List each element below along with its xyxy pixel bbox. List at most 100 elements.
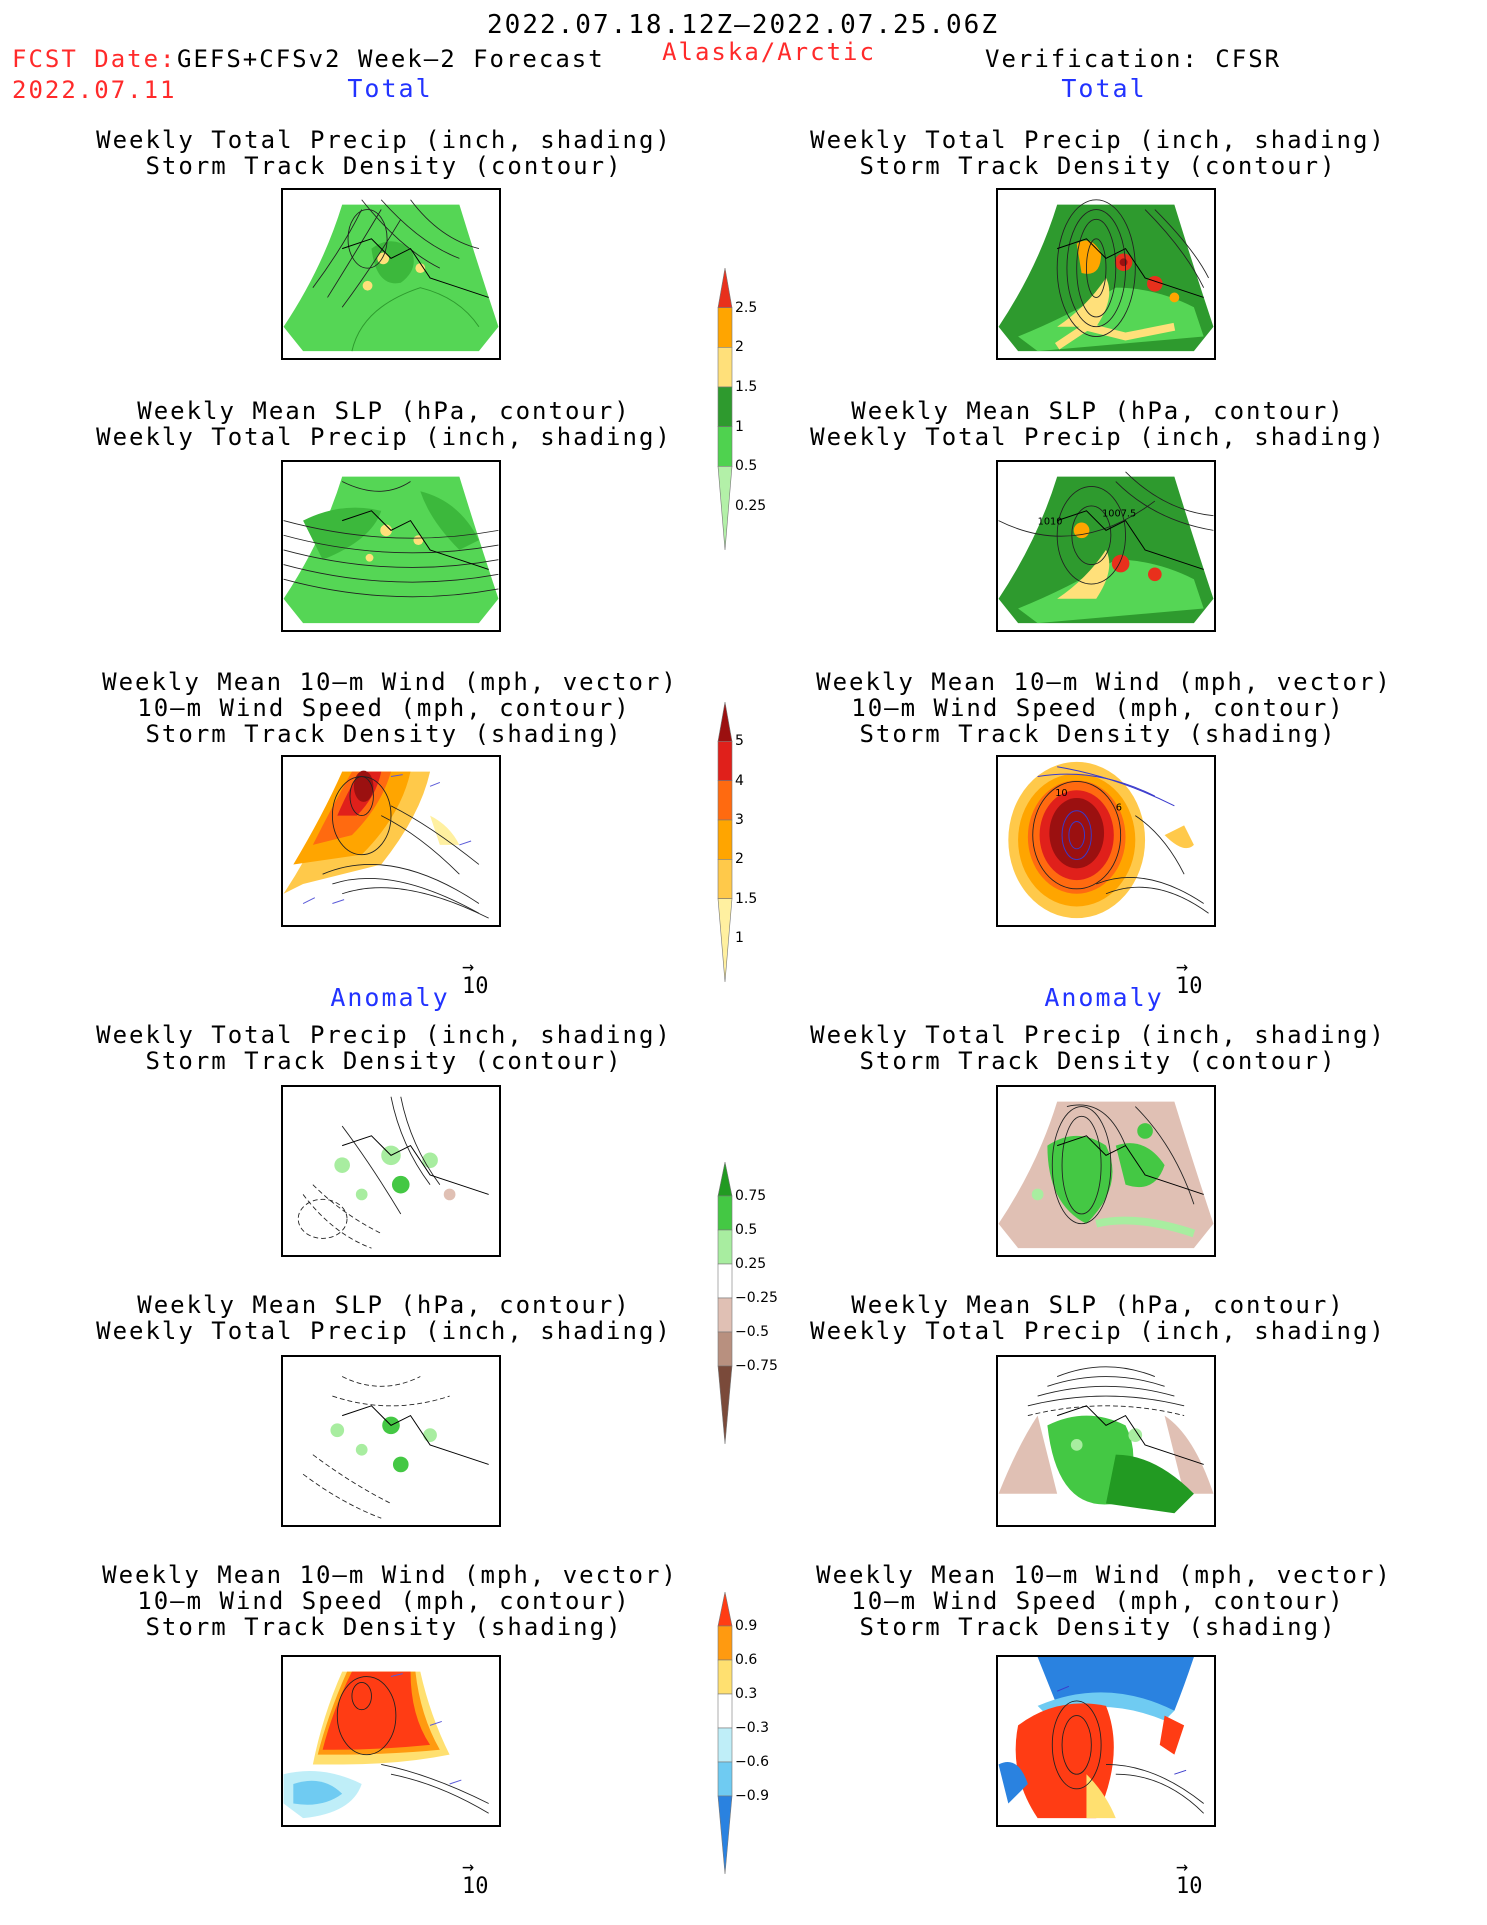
colorbar-graphic bbox=[717, 701, 733, 983]
colorbar-segment bbox=[717, 1795, 733, 1875]
colorbar-segment bbox=[717, 307, 733, 348]
title-slp-precip-anom-fcst-1: Weekly Mean SLP (hPa, contour) bbox=[137, 1291, 631, 1319]
title-wind-fcst-2: 10–m Wind Speed (mph, contour) bbox=[137, 694, 631, 722]
colorbar-graphic bbox=[717, 267, 733, 551]
colorbar-segment bbox=[717, 1591, 733, 1627]
colorbar-tick-label: 3 bbox=[735, 812, 744, 828]
colorbar-tick-label: 4 bbox=[735, 772, 744, 789]
section-anomaly-right: Anomaly bbox=[1044, 983, 1164, 1012]
vector-ref-wind-fcst: → 10 bbox=[462, 954, 489, 999]
title-wind-obs-3: Storm Track Density (shading) bbox=[859, 720, 1337, 748]
vector-ref-value: 10 bbox=[462, 1874, 489, 1899]
colorbar-segment bbox=[717, 1365, 733, 1445]
title-wind-anom-fcst-2: 10–m Wind Speed (mph, contour) bbox=[137, 1587, 631, 1615]
colorbar-segment bbox=[717, 1161, 733, 1197]
colorbar-segment bbox=[717, 701, 733, 742]
colorbar-tick-label: −0.9 bbox=[735, 1788, 769, 1804]
map-slp-precip-verification: 1010 1007.5 bbox=[996, 460, 1216, 632]
vector-ref-value: 10 bbox=[462, 974, 489, 999]
colorbar-tick-label: 0.6 bbox=[735, 1652, 758, 1668]
colorbar-precip-anomaly: 0.75 0.5 0.25 −0.25 −0.5 −0.75 bbox=[717, 1161, 778, 1445]
colorbar-tick-label: 5 bbox=[735, 733, 744, 750]
colorbar-tick-label: −0.6 bbox=[735, 1754, 769, 1770]
colorbar-tick-label: 2 bbox=[735, 851, 744, 868]
arrow-right-icon: → bbox=[1176, 1854, 1189, 1878]
colorbar-segment bbox=[717, 466, 733, 551]
colorbar-segment bbox=[717, 386, 733, 427]
colorbar-segment bbox=[717, 1331, 733, 1367]
vector-ref-wind-anom-fcst: → 10 bbox=[462, 1856, 489, 1899]
colorbar-segment bbox=[717, 1727, 733, 1763]
title-wind-obs-2: 10–m Wind Speed (mph, contour) bbox=[851, 694, 1345, 722]
title-precip-storm-anom-obs-2: Storm Track Density (contour) bbox=[859, 1047, 1337, 1075]
colorbar-tick-label: 2 bbox=[735, 339, 744, 356]
fcst-label: FCST Date: bbox=[12, 45, 177, 73]
colorbar-storm-anomaly: 0.9 0.6 0.3 −0.3 −0.6 −0.9 bbox=[717, 1591, 769, 1875]
vector-ref-wind-obs: → 10 bbox=[1176, 954, 1203, 999]
title-slp-precip-anom-obs-2: Weekly Total Precip (inch, shading) bbox=[810, 1317, 1386, 1345]
map-slp-precip-forecast bbox=[281, 460, 501, 632]
title-wind-anom-obs-3: Storm Track Density (shading) bbox=[859, 1613, 1337, 1641]
colorbar-segment bbox=[717, 1263, 733, 1299]
colorbar-tick-label: −0.5 bbox=[735, 1324, 769, 1340]
colorbar-segment bbox=[717, 1693, 733, 1729]
colorbar-storm-total: 5 4 3 2 1.5 1 bbox=[717, 701, 757, 983]
colorbar-segment bbox=[717, 898, 733, 983]
colorbar-segment bbox=[717, 347, 733, 388]
colorbar-segment bbox=[717, 1195, 733, 1231]
colorbar-tick-label: −0.3 bbox=[735, 1720, 769, 1736]
colorbar-tick-label: 0.25 bbox=[735, 498, 767, 514]
title-precip-storm-fcst-2: Storm Track Density (contour) bbox=[145, 152, 623, 180]
title-precip-storm-anom-fcst-1: Weekly Total Precip (inch, shading) bbox=[96, 1021, 672, 1049]
colorbar-segment bbox=[717, 741, 733, 781]
map-precip-storm-forecast bbox=[281, 188, 501, 360]
title-precip-storm-anom-fcst-2: Storm Track Density (contour) bbox=[145, 1047, 623, 1075]
title-precip-storm-anom-obs-1: Weekly Total Precip (inch, shading) bbox=[810, 1021, 1386, 1049]
colorbar-segment bbox=[717, 426, 733, 467]
title-slp-precip-fcst-1: Weekly Mean SLP (hPa, contour) bbox=[137, 397, 631, 425]
colorbar-segment bbox=[717, 267, 733, 308]
title-wind-obs-1: Weekly Mean 10–m Wind (mph, vector) bbox=[816, 668, 1392, 696]
map-wind-storm-anomaly-verification bbox=[996, 1655, 1216, 1827]
colorbar-segment bbox=[717, 1761, 733, 1797]
colorbar-tick-label: 1.5 bbox=[735, 379, 758, 395]
title-slp-precip-obs-2: Weekly Total Precip (inch, shading) bbox=[810, 423, 1386, 451]
colorbar-tick-label: 1.5 bbox=[735, 890, 758, 907]
colorbar-segment bbox=[717, 1625, 733, 1661]
arrow-right-icon: → bbox=[462, 954, 475, 978]
vector-ref-wind-anom-obs: → 10 bbox=[1176, 1854, 1203, 1899]
title-slp-precip-obs-1: Weekly Mean SLP (hPa, contour) bbox=[851, 397, 1345, 425]
colorbar-graphic bbox=[717, 1161, 733, 1445]
verification-label: Verification: CFSR bbox=[985, 45, 1282, 73]
map-slp-precip-anomaly-forecast bbox=[281, 1355, 501, 1527]
title-precip-storm-fcst-1: Weekly Total Precip (inch, shading) bbox=[96, 126, 672, 154]
colorbar-graphic bbox=[717, 1591, 733, 1875]
title-wind-anom-obs-1: Weekly Mean 10–m Wind (mph, vector) bbox=[816, 1561, 1392, 1589]
map-precip-storm-anomaly-verification bbox=[996, 1085, 1216, 1257]
map-wind-storm-anomaly-forecast bbox=[281, 1655, 501, 1827]
title-precip-storm-obs-2: Storm Track Density (contour) bbox=[859, 152, 1337, 180]
colorbar-segment bbox=[717, 1229, 733, 1265]
map-wind-storm-verification: 10 6 bbox=[996, 755, 1216, 927]
title-precip-storm-obs-1: Weekly Total Precip (inch, shading) bbox=[810, 126, 1386, 154]
title-wind-anom-fcst-3: Storm Track Density (shading) bbox=[145, 1613, 623, 1641]
colorbar-tick-label: 0.25 bbox=[735, 1256, 767, 1272]
title-slp-precip-anom-obs-1: Weekly Mean SLP (hPa, contour) bbox=[851, 1291, 1345, 1319]
colorbar-tick-label: 2.5 bbox=[735, 299, 758, 316]
valid-period: 2022.07.18.12Z–2022.07.25.06Z bbox=[487, 10, 999, 40]
fcst-date: 2022.07.11 bbox=[12, 76, 177, 104]
title-wind-fcst-1: Weekly Mean 10–m Wind (mph, vector) bbox=[102, 668, 678, 696]
title-wind-fcst-3: Storm Track Density (shading) bbox=[145, 720, 623, 748]
map-wind-storm-forecast bbox=[281, 755, 501, 927]
section-total-left: Total bbox=[347, 74, 433, 103]
colorbar-tick-label: −0.25 bbox=[735, 1290, 778, 1306]
map-slp-precip-anomaly-verification bbox=[996, 1355, 1216, 1527]
vector-ref-value: 10 bbox=[1176, 1874, 1203, 1899]
arrow-right-icon: → bbox=[1176, 954, 1189, 978]
colorbar-segment bbox=[717, 859, 733, 899]
colorbar-tick-label: 0.5 bbox=[735, 1222, 758, 1238]
colorbar-tick-label: −0.75 bbox=[735, 1358, 778, 1374]
title-slp-precip-fcst-2: Weekly Total Precip (inch, shading) bbox=[96, 423, 672, 451]
colorbar-tick-label: 0.5 bbox=[735, 458, 758, 475]
title-wind-anom-obs-2: 10–m Wind Speed (mph, contour) bbox=[851, 1587, 1345, 1615]
